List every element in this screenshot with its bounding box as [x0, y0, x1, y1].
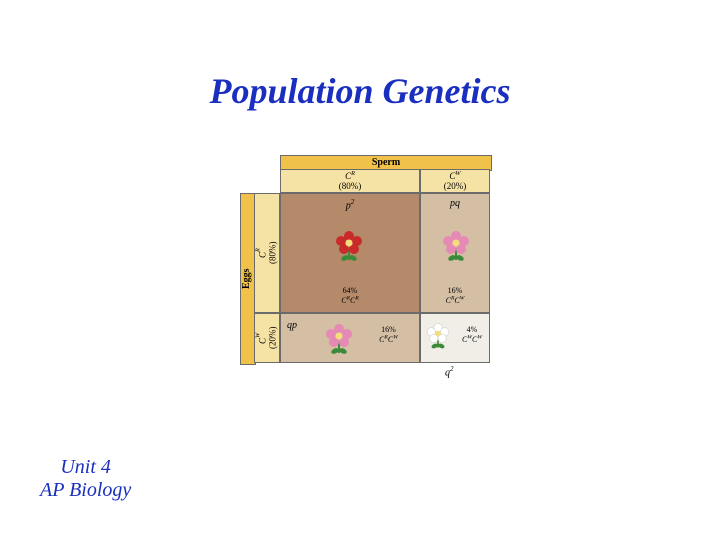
cell-p2-pct: 64%CRCR [281, 287, 419, 306]
footer-subtitle: Unit 4 AP Biology [40, 456, 131, 502]
footer-line2: AP Biology [40, 479, 131, 502]
cell-p2: p2 64%CRCR [280, 193, 420, 313]
page-title: Population Genetics [0, 70, 720, 112]
row0-pct: (80%) [269, 242, 279, 265]
cell-pq-pct: 16%CRCW [421, 287, 489, 306]
cell-p2-label: p2 [281, 198, 419, 211]
row1-pct: (20%) [269, 327, 279, 350]
punnett-square: Sperm CR (80%) CW (20%) Eggs CR (80%) CW… [240, 155, 510, 380]
flower-red-icon [331, 228, 367, 264]
flower-white-icon [423, 321, 453, 351]
cell-qp-label: qp [287, 320, 297, 331]
flower-pink2-icon [321, 321, 357, 357]
cell-q2: 4%CWCW [420, 313, 490, 363]
row-header-0: CR (80%) [254, 193, 280, 313]
col0-allele: CR [345, 171, 355, 182]
col-header-0: CR (80%) [280, 169, 420, 193]
col1-pct: (20%) [444, 182, 467, 192]
cell-q2-pct: 4%CWCW [455, 326, 489, 345]
col0-pct: (80%) [339, 182, 362, 192]
q2-outside-label: q2 [445, 365, 454, 378]
footer-line1: Unit 4 [40, 456, 131, 479]
cell-pq: pq 16%CRCW [420, 193, 490, 313]
col-header-1: CW (20%) [420, 169, 490, 193]
cell-qp-pct: 16%CRCW [361, 326, 416, 345]
row-header-1: CW (20%) [254, 313, 280, 363]
col1-allele: CW [449, 171, 460, 182]
flower-pink1-icon [438, 228, 474, 264]
cell-pq-label: pq [421, 198, 489, 209]
cell-qp: qp 16%CRCW [280, 313, 420, 363]
